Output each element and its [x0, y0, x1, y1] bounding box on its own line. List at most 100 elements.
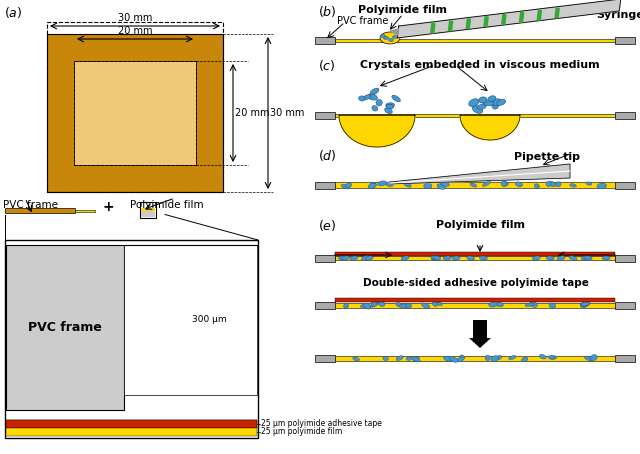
Ellipse shape [378, 301, 385, 306]
Ellipse shape [341, 184, 350, 189]
Ellipse shape [497, 99, 506, 105]
Ellipse shape [396, 355, 403, 360]
Ellipse shape [467, 256, 475, 260]
Text: $(a)$: $(a)$ [4, 5, 22, 20]
Ellipse shape [468, 99, 479, 107]
Bar [335, 355, 615, 360]
Ellipse shape [376, 99, 382, 106]
Ellipse shape [472, 106, 483, 114]
Ellipse shape [381, 35, 385, 38]
Ellipse shape [534, 184, 540, 188]
Ellipse shape [530, 301, 538, 307]
Ellipse shape [339, 256, 346, 260]
Ellipse shape [488, 96, 496, 102]
Ellipse shape [392, 95, 401, 102]
Ellipse shape [548, 355, 555, 359]
Ellipse shape [581, 256, 589, 260]
Ellipse shape [344, 304, 349, 308]
Ellipse shape [502, 182, 508, 186]
Ellipse shape [399, 304, 406, 308]
Ellipse shape [368, 183, 376, 188]
Bar [615, 355, 635, 361]
Ellipse shape [346, 183, 351, 188]
Ellipse shape [496, 302, 504, 307]
Text: 300 μm: 300 μm [193, 316, 227, 325]
Text: 25 μm polyimide film: 25 μm polyimide film [261, 428, 342, 436]
Ellipse shape [370, 302, 378, 307]
Ellipse shape [602, 256, 610, 260]
Bar [335, 256, 615, 260]
Ellipse shape [547, 256, 554, 260]
Polygon shape [339, 115, 415, 147]
Text: Polyimide film: Polyimide film [358, 5, 447, 15]
Ellipse shape [437, 302, 442, 306]
Bar [6, 420, 257, 428]
Bar [124, 245, 257, 395]
Ellipse shape [449, 356, 458, 362]
Bar [335, 114, 615, 117]
Text: PVC frame: PVC frame [28, 321, 102, 334]
Text: 25 μm polyimide adhesive tape: 25 μm polyimide adhesive tape [261, 419, 382, 429]
Ellipse shape [515, 182, 522, 187]
Polygon shape [520, 12, 524, 22]
Ellipse shape [342, 256, 349, 260]
Text: 20 mm: 20 mm [118, 26, 152, 36]
Ellipse shape [580, 302, 588, 307]
Ellipse shape [386, 103, 394, 108]
Ellipse shape [431, 256, 439, 260]
Ellipse shape [483, 181, 490, 186]
Text: 30 mm: 30 mm [118, 13, 152, 23]
Ellipse shape [358, 96, 365, 101]
Bar [615, 255, 635, 262]
Ellipse shape [549, 355, 557, 360]
Ellipse shape [363, 95, 371, 99]
Polygon shape [467, 19, 470, 29]
Text: 30 mm: 30 mm [270, 108, 305, 118]
Bar [74, 61, 196, 165]
Ellipse shape [483, 101, 494, 106]
Text: Crystals embedded in viscous medium: Crystals embedded in viscous medium [360, 60, 600, 70]
Ellipse shape [421, 303, 429, 308]
Text: $\boldsymbol{+}$: $\boldsymbol{+}$ [102, 200, 114, 214]
Polygon shape [431, 23, 435, 33]
Bar [615, 182, 635, 188]
Bar [315, 355, 335, 361]
Bar [6, 420, 257, 428]
Ellipse shape [584, 356, 592, 361]
Ellipse shape [367, 94, 378, 100]
Polygon shape [390, 29, 398, 35]
Ellipse shape [388, 39, 394, 41]
Ellipse shape [412, 357, 420, 362]
Bar [315, 36, 335, 44]
Ellipse shape [548, 181, 556, 187]
Text: $(b)$: $(b)$ [318, 4, 337, 19]
Bar [335, 252, 615, 256]
Bar [615, 36, 635, 44]
Ellipse shape [546, 181, 551, 187]
Bar [315, 182, 335, 188]
Bar [615, 112, 635, 118]
Ellipse shape [509, 355, 516, 360]
Ellipse shape [386, 182, 393, 187]
Ellipse shape [396, 302, 401, 306]
Polygon shape [555, 8, 559, 18]
Bar [47, 34, 223, 192]
Ellipse shape [372, 106, 378, 111]
Ellipse shape [556, 182, 561, 187]
Ellipse shape [584, 256, 592, 260]
Ellipse shape [477, 104, 486, 109]
Ellipse shape [479, 97, 487, 103]
Ellipse shape [386, 104, 394, 109]
Ellipse shape [392, 35, 397, 39]
Ellipse shape [380, 32, 400, 44]
Ellipse shape [489, 302, 497, 307]
Bar [141, 209, 155, 217]
Ellipse shape [491, 355, 499, 362]
Polygon shape [390, 164, 570, 184]
Text: $(c)$: $(c)$ [318, 58, 335, 73]
Ellipse shape [401, 256, 409, 260]
Text: Double-sided adhesive polyimide tape: Double-sided adhesive polyimide tape [363, 278, 589, 288]
Bar [315, 255, 335, 262]
Ellipse shape [433, 256, 441, 260]
Ellipse shape [406, 357, 412, 360]
